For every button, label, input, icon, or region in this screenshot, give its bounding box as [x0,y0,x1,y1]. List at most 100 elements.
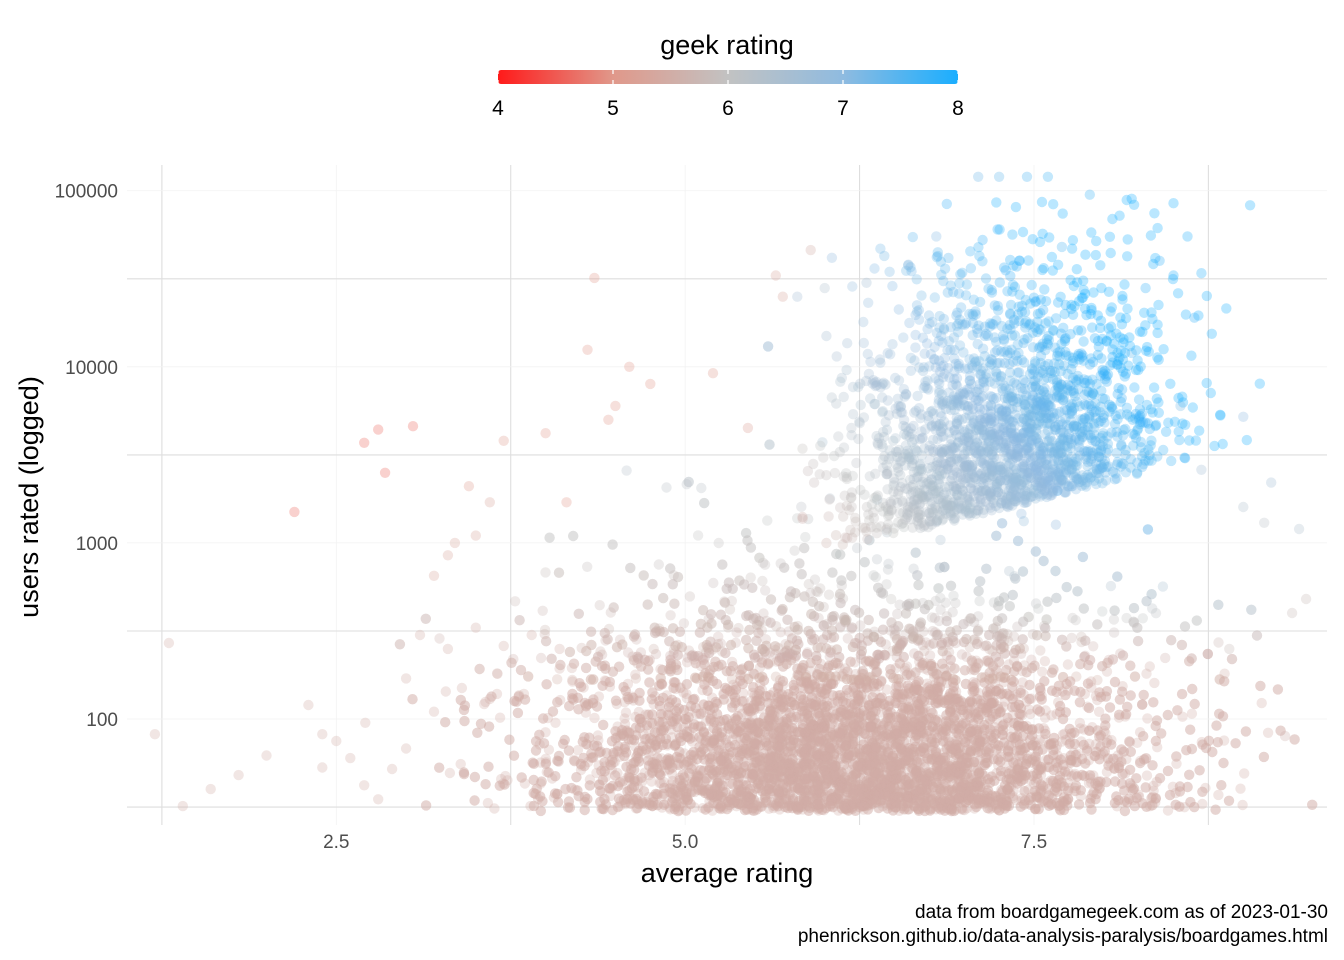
data-point [1021,755,1032,766]
data-point [841,774,853,785]
data-point [682,783,693,795]
data-point [819,748,830,760]
data-point [1237,799,1248,811]
data-point [1101,666,1113,677]
data-point [886,785,897,796]
data-point [902,694,913,705]
data-point [639,767,650,778]
data-point [600,676,612,687]
data-point [682,652,693,663]
data-point [912,684,924,696]
data-point [1086,790,1098,801]
data-point [687,649,698,660]
data-point [722,622,734,633]
data-point [747,794,758,806]
data-point [806,692,818,703]
data-point [974,778,985,789]
data-point [909,724,920,735]
data-point [1113,712,1125,723]
data-point [935,534,946,546]
data-point [604,681,616,692]
data-point [817,437,828,448]
data-point [655,663,666,675]
data-point [1100,728,1111,739]
data-point [1011,689,1022,700]
data-point [996,518,1008,529]
data-point [1069,768,1081,780]
data-point [1219,668,1230,679]
data-point [723,759,734,770]
data-point [1014,765,1025,776]
data-point [444,767,456,779]
data-point [1077,551,1089,563]
data-point [762,729,774,741]
data-point [849,767,860,778]
data-point [440,686,451,697]
data-point [1079,650,1091,661]
data-point [788,771,799,783]
data-point [724,801,735,812]
data-point [1015,721,1027,733]
data-point [864,736,875,747]
data-point [726,697,737,709]
data-point [689,786,700,798]
legend-title: geek rating [660,30,794,60]
data-point [716,646,728,657]
data-point [890,731,901,743]
data-point [806,732,817,743]
data-point [641,796,652,808]
data-point [635,647,647,658]
data-point [868,747,879,758]
data-point [870,687,881,698]
data-point [984,728,996,740]
data-point [915,796,926,808]
data-point [991,530,1002,541]
data-point [961,757,972,769]
data-point [766,732,778,743]
data-point [818,601,829,613]
data-point [965,735,976,747]
data-point [1013,699,1025,710]
data-point [659,765,671,776]
data-point [849,691,860,703]
data-point [1000,795,1012,806]
data-point [930,750,941,761]
data-point [827,777,838,788]
data-point [547,773,558,784]
data-point [688,760,699,772]
data-point [1160,652,1171,664]
data-point [785,725,797,736]
data-point [1066,771,1077,782]
data-point [899,759,910,770]
data-point [939,633,951,644]
data-point [720,737,732,749]
data-point [494,712,506,723]
data-point [620,798,631,810]
data-point [718,688,729,699]
data-point [835,622,846,633]
data-point [976,797,987,808]
data-point [584,780,595,791]
data-point [1147,603,1158,614]
data-point [792,727,804,738]
data-point [989,678,1000,690]
data-point [758,773,769,785]
data-point [800,716,811,727]
data-point [1262,727,1274,738]
data-point [1019,767,1030,779]
data-point [1040,754,1051,766]
data-point [749,762,760,774]
data-point [1148,697,1159,708]
data-point [909,702,921,714]
data-point [664,697,676,708]
data-point [830,765,841,777]
data-point [880,700,891,711]
data-point [1048,777,1059,788]
data-point [1060,689,1071,701]
data-point [791,802,803,814]
data-point [841,804,853,815]
data-point [728,769,740,781]
data-point [781,761,793,773]
data-point [678,722,689,733]
data-point [965,703,977,714]
